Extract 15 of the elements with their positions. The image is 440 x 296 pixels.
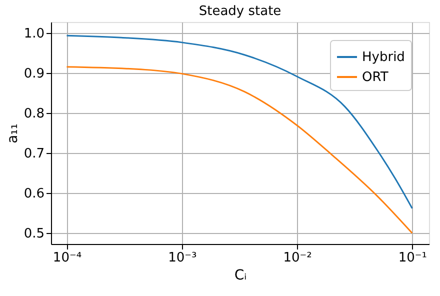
- x-tick-label: 10⁻³: [168, 250, 197, 266]
- legend-label: ORT: [362, 70, 388, 85]
- y-tick-label: 0.5: [24, 226, 44, 242]
- x-tick-label: 10⁻²: [283, 250, 312, 266]
- y-tick-label: 0.9: [24, 66, 44, 82]
- y-tick-label: 0.8: [24, 106, 44, 122]
- chart-title: Steady state: [198, 4, 282, 19]
- x-tick-label: 10⁻⁴: [52, 250, 82, 266]
- legend-label: Hybrid: [362, 50, 405, 65]
- y-tick-label: 0.6: [24, 186, 44, 202]
- x-tick-label: 10⁻¹: [398, 250, 427, 266]
- y-tick-label: 0.7: [24, 146, 44, 162]
- x-axis-title: Cᵢ: [234, 268, 247, 284]
- y-tick-label: 1.0: [24, 26, 44, 42]
- y-axis-title: a₁₁: [4, 124, 21, 144]
